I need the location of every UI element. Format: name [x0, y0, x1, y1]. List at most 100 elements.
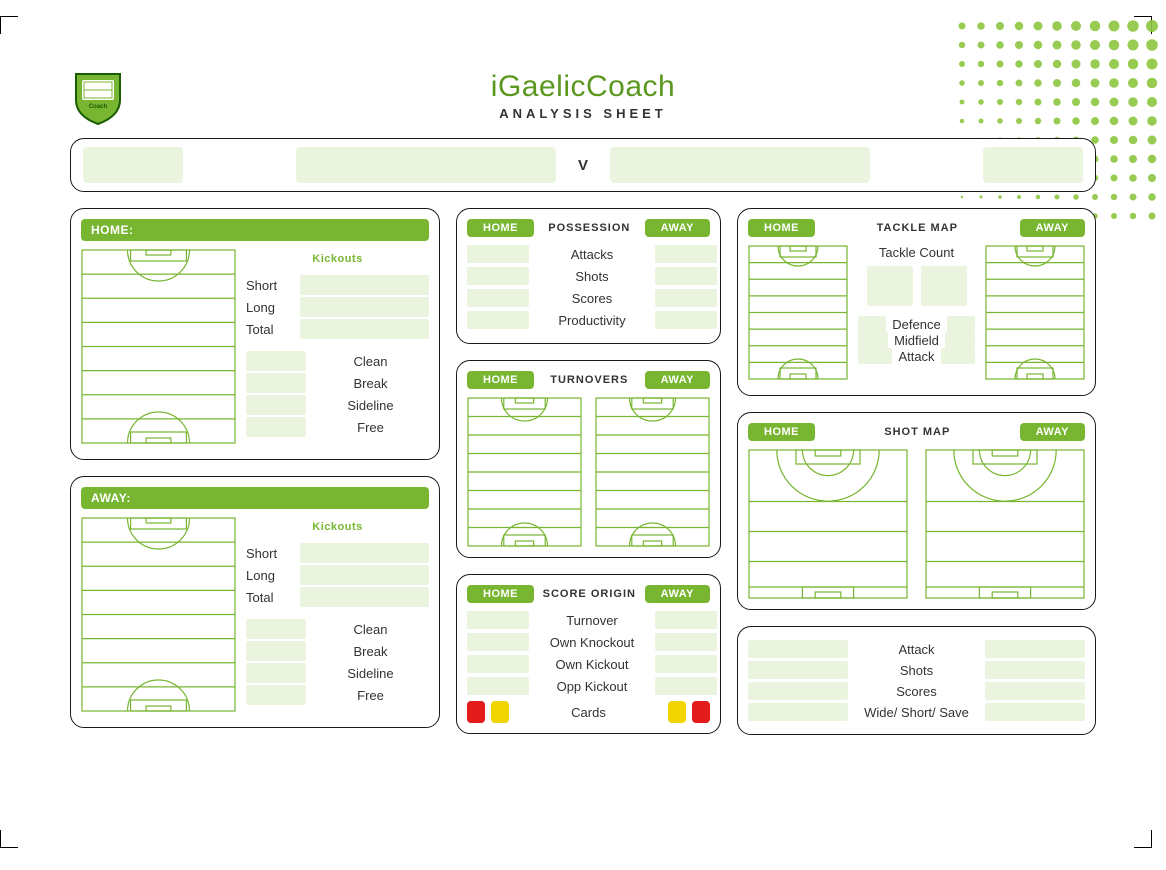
ko-value[interactable]	[246, 619, 306, 639]
ko-value[interactable]	[246, 395, 306, 415]
tackle-map-title: TACKLE MAP	[877, 222, 958, 234]
summary-row-label: Wide/ Short/ Save	[856, 705, 977, 720]
venue-slot[interactable]	[983, 147, 1083, 183]
ko-row-label: Total	[246, 322, 294, 337]
score-origin-home-value[interactable]	[467, 611, 529, 629]
ko-value[interactable]	[246, 351, 306, 371]
score-origin-home-value[interactable]	[467, 655, 529, 673]
summary-away-value[interactable]	[985, 682, 1085, 700]
tackle-count-away[interactable]	[921, 266, 967, 306]
possession-away-value[interactable]	[655, 311, 717, 329]
ko-value[interactable]	[300, 565, 429, 585]
turnover-pitch-away	[595, 397, 710, 547]
possession-panel: HOME POSSESSION AWAY AttacksShotsScoresP…	[456, 208, 721, 344]
ko-row-label: Long	[246, 300, 294, 315]
possession-away-value[interactable]	[655, 289, 717, 307]
summary-home-value[interactable]	[748, 682, 848, 700]
cards-label: Cards	[515, 705, 662, 720]
summary-home-value[interactable]	[748, 640, 848, 658]
ko-row-label: Free	[312, 688, 429, 703]
red-card-chip-home	[467, 701, 485, 723]
away-band: AWAY:	[81, 487, 429, 509]
ko-value[interactable]	[300, 543, 429, 563]
away-tag: AWAY	[1020, 219, 1085, 237]
summary-away-value[interactable]	[985, 661, 1085, 679]
summary-row-label: Attack	[856, 642, 977, 657]
crop-mark	[1134, 16, 1152, 34]
possession-row-label: Shots	[537, 269, 647, 284]
score-origin-home-value[interactable]	[467, 677, 529, 695]
possession-home-value[interactable]	[467, 267, 529, 285]
ko-row-label: Break	[312, 644, 429, 659]
vs-label: V	[578, 157, 588, 174]
date-slot[interactable]	[83, 147, 183, 183]
ko-row-label: Short	[246, 546, 294, 561]
home-tag: HOME	[467, 219, 534, 237]
ko-value[interactable]	[300, 319, 429, 339]
shot-map-pitch-home	[748, 449, 908, 599]
summary-panel: AttackShotsScoresWide/ Short/ Save	[737, 626, 1096, 735]
home-tag: HOME	[748, 219, 815, 237]
possession-home-value[interactable]	[467, 311, 529, 329]
score-origin-away-value[interactable]	[655, 655, 717, 673]
score-origin-title: SCORE ORIGIN	[543, 588, 636, 600]
score-origin-home-value[interactable]	[467, 633, 529, 651]
score-origin-panel: HOME SCORE ORIGIN AWAY TurnoverOwn Knock…	[456, 574, 721, 734]
home-tag: HOME	[467, 585, 534, 603]
score-origin-away-value[interactable]	[655, 633, 717, 651]
turnover-pitch-home	[467, 397, 582, 547]
decorative-dots	[956, 20, 1166, 240]
tackle-count-home[interactable]	[867, 266, 913, 306]
kickouts-heading: Kickouts	[246, 253, 429, 265]
shot-map-pitch-away	[925, 449, 1085, 599]
home-band: HOME:	[81, 219, 429, 241]
possession-away-value[interactable]	[655, 245, 717, 263]
score-origin-away-value[interactable]	[655, 611, 717, 629]
tackle-pitch-home	[748, 245, 848, 385]
turnovers-panel: HOME TURNOVERS AWAY	[456, 360, 721, 558]
away-tag: AWAY	[1020, 423, 1085, 441]
possession-away-value[interactable]	[655, 267, 717, 285]
shot-map-title: SHOT MAP	[884, 426, 950, 438]
ko-row-label: Long	[246, 568, 294, 583]
tackle-legend-swatch	[945, 332, 975, 348]
tackle-legend-swatch	[858, 348, 892, 364]
ko-value[interactable]	[246, 685, 306, 705]
ko-row-label: Sideline	[312, 666, 429, 681]
tackle-legend-swatch	[858, 316, 886, 332]
home-tag: HOME	[748, 423, 815, 441]
tackle-map-panel: HOME TACKLE MAP AWAY Tackle Count Defenc…	[737, 208, 1096, 396]
ko-value[interactable]	[246, 641, 306, 661]
crop-mark	[0, 830, 18, 848]
ko-value[interactable]	[246, 663, 306, 683]
possession-home-value[interactable]	[467, 245, 529, 263]
tackle-legend-label: Midfield	[894, 333, 939, 348]
score-origin-away-value[interactable]	[655, 677, 717, 695]
home-team-slot[interactable]	[296, 147, 556, 183]
tackle-count-label: Tackle Count	[879, 245, 954, 260]
score-origin-row-label: Turnover	[537, 613, 647, 628]
ko-value[interactable]	[300, 275, 429, 295]
away-kickouts-panel: AWAY: Kickouts ShortLongTotal CleanBreak…	[70, 476, 440, 728]
yellow-card-chip-away	[668, 701, 686, 723]
yellow-card-chip-home	[491, 701, 509, 723]
summary-home-value[interactable]	[748, 661, 848, 679]
ko-value[interactable]	[246, 373, 306, 393]
ko-value[interactable]	[300, 587, 429, 607]
away-kickout-pitch	[81, 517, 236, 717]
ko-value[interactable]	[300, 297, 429, 317]
ko-value[interactable]	[246, 417, 306, 437]
tackle-legend-swatch	[947, 316, 975, 332]
summary-away-value[interactable]	[985, 703, 1085, 721]
away-tag: AWAY	[645, 371, 710, 389]
home-kickout-pitch	[81, 249, 236, 449]
summary-away-value[interactable]	[985, 640, 1085, 658]
logo-shield: Coach	[70, 70, 126, 126]
score-origin-row-label: Own Kickout	[537, 657, 647, 672]
score-origin-row-label: Opp Kickout	[537, 679, 647, 694]
svg-text:Coach: Coach	[89, 104, 108, 110]
possession-row-label: Scores	[537, 291, 647, 306]
possession-home-value[interactable]	[467, 289, 529, 307]
summary-home-value[interactable]	[748, 703, 848, 721]
away-team-slot[interactable]	[610, 147, 870, 183]
